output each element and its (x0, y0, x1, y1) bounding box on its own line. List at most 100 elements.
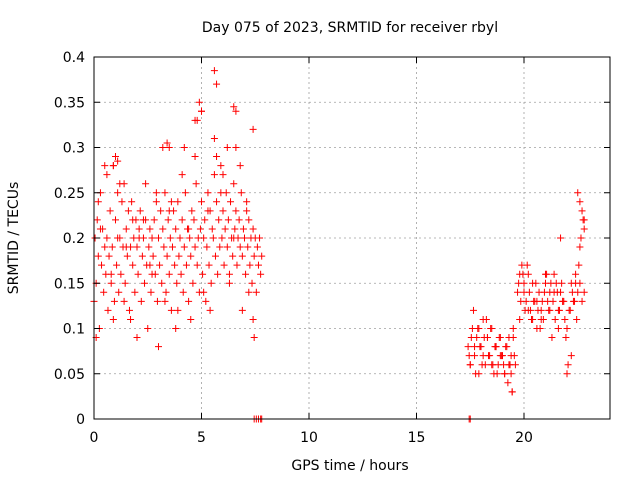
data-point-marker (177, 270, 185, 278)
data-point-marker (487, 325, 495, 332)
data-point-marker (549, 297, 557, 305)
data-point-marker (563, 370, 571, 378)
data-point-marker (155, 234, 162, 242)
data-point-marker (157, 207, 165, 215)
data-point-marker (106, 207, 114, 215)
data-point-marker (191, 153, 199, 161)
data-point-marker (495, 334, 503, 342)
data-point-marker (203, 243, 211, 251)
data-point-marker (152, 198, 160, 206)
data-point-marker (148, 270, 156, 278)
data-point-marker (211, 252, 219, 260)
data-point-marker (213, 80, 221, 88)
data-point-marker (185, 225, 193, 233)
data-point-marker (537, 315, 545, 323)
data-point-marker (551, 315, 559, 323)
data-point-marker (105, 252, 113, 260)
data-point-marker (207, 279, 215, 287)
data-point-marker (209, 234, 217, 242)
y-tick-label: 0.05 (54, 367, 85, 383)
data-point-marker (164, 216, 172, 224)
data-point-marker (236, 162, 244, 170)
data-point-marker (550, 270, 558, 278)
data-point-marker (478, 361, 486, 369)
data-point-marker (229, 252, 237, 260)
data-point-marker (144, 325, 152, 332)
data-point-marker (216, 243, 224, 251)
data-point-marker (246, 261, 254, 269)
data-point-marker (112, 153, 119, 161)
data-point-marker (467, 334, 475, 342)
x-tick-label: 10 (300, 430, 318, 446)
data-point-marker (94, 198, 102, 206)
data-point-marker (110, 297, 118, 305)
data-point-marker (546, 306, 554, 314)
data-point-marker (245, 288, 253, 296)
data-point-marker (210, 134, 218, 142)
data-point-marker (254, 261, 262, 269)
data-point-marker (176, 234, 184, 242)
data-point-marker (103, 171, 111, 179)
data-point-marker (215, 216, 223, 224)
data-point-marker (250, 334, 258, 342)
data-point-marker (149, 252, 157, 260)
data-point-marker (257, 270, 265, 278)
y-tick-label: 0.3 (63, 141, 85, 157)
data-point-marker (547, 279, 555, 287)
data-point-marker (118, 198, 126, 206)
data-point-marker (505, 334, 513, 342)
data-point-marker (199, 270, 207, 278)
data-point-marker (109, 162, 117, 170)
data-point-marker (573, 315, 581, 323)
data-point-marker (153, 297, 161, 305)
data-point-marker (129, 216, 137, 224)
data-point-marker (559, 297, 567, 305)
x-tick-label: 20 (515, 430, 533, 446)
data-point-marker (249, 125, 257, 133)
data-point-marker (147, 288, 155, 296)
data-point-marker (223, 144, 231, 151)
data-points (90, 67, 588, 423)
data-point-marker (101, 243, 109, 251)
data-point-marker (200, 288, 208, 296)
data-point-marker (100, 288, 108, 296)
data-point-marker (576, 198, 584, 206)
data-point-marker (134, 270, 142, 278)
data-point-marker (465, 352, 473, 360)
data-point-marker (204, 207, 212, 215)
data-point-marker (159, 225, 167, 233)
data-point-marker (238, 306, 246, 314)
data-point-marker (104, 306, 112, 314)
data-point-marker (230, 103, 238, 111)
data-point-marker (182, 261, 190, 269)
data-point-marker (133, 334, 141, 342)
data-point-marker (115, 288, 123, 296)
data-point-marker (210, 171, 218, 179)
data-point-marker (568, 288, 576, 296)
data-point-marker (98, 261, 106, 269)
data-point-marker (252, 288, 260, 296)
data-point-marker (146, 225, 154, 233)
data-point-marker (236, 243, 244, 251)
data-point-marker (133, 243, 141, 251)
data-point-marker (107, 270, 115, 278)
data-point-marker (191, 116, 199, 124)
data-point-marker (520, 288, 528, 296)
data-point-marker (186, 234, 194, 242)
data-point-marker (507, 370, 515, 378)
data-point-marker (114, 234, 122, 242)
data-point-marker (509, 325, 517, 332)
x-axis-label: GPS time / hours (291, 458, 408, 474)
data-point-marker (472, 370, 480, 378)
data-point-marker (172, 225, 180, 233)
data-point-marker (165, 207, 173, 215)
data-point-marker (138, 252, 146, 260)
data-point-marker (241, 234, 248, 242)
chart-title: Day 075 of 2023, SRMTID for receiver rby… (202, 20, 498, 36)
data-point-marker (466, 361, 474, 369)
data-point-marker (96, 225, 104, 233)
data-point-marker (107, 279, 115, 287)
data-point-marker (572, 279, 580, 287)
y-tick-label: 0.4 (63, 50, 85, 66)
data-point-marker (208, 225, 216, 233)
